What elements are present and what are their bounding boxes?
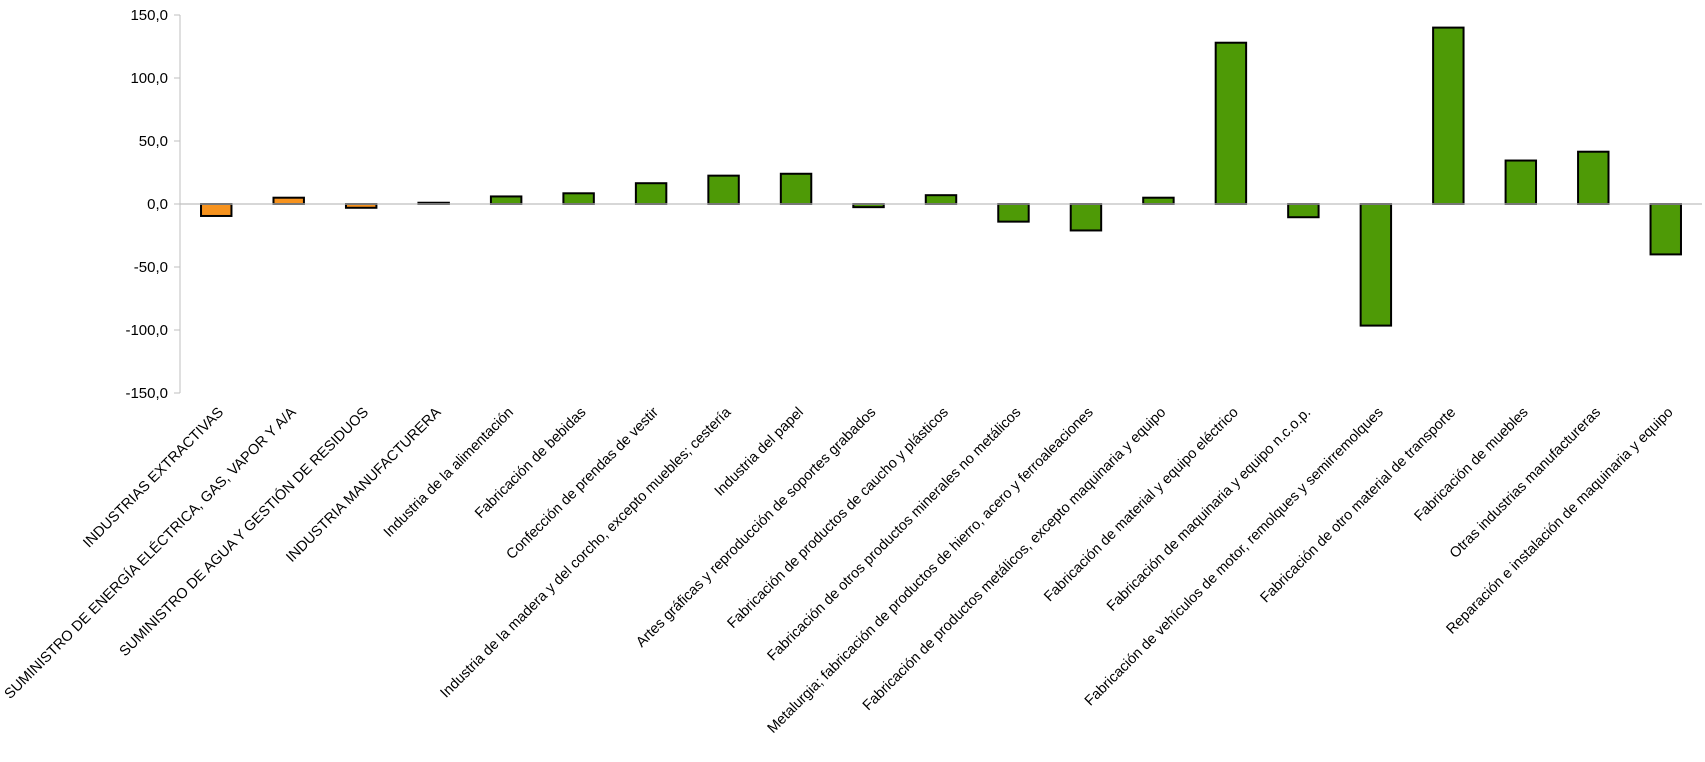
- bar: [707, 174, 740, 205]
- bar: [1142, 196, 1175, 205]
- bar: [634, 182, 668, 206]
- x-tick-label: INDUSTRIAS EXTRACTIVAS: [80, 405, 227, 552]
- bar: [1577, 150, 1610, 206]
- x-tick-label: SUMINISTRO DE ENERGÍA ELÉCTRICA, GAS, VA…: [1, 404, 300, 703]
- y-tick-label: 50,0: [139, 133, 168, 150]
- x-tick-label: Confección de prendas de vestir: [504, 404, 662, 562]
- bar: [200, 203, 233, 217]
- y-tick-label: 0,0: [147, 196, 168, 213]
- bar: [779, 172, 813, 205]
- bar: [1649, 203, 1682, 256]
- y-tick-label: -50,0: [134, 259, 168, 276]
- bar: [562, 192, 595, 205]
- x-tick-label: Industria de la alimentación: [381, 405, 517, 541]
- bar: [924, 194, 958, 205]
- y-tick-label: 150,0: [130, 7, 168, 24]
- bar: [997, 203, 1030, 223]
- bar: [1287, 203, 1320, 219]
- x-tick-label: Fabricación de otros productos minerales…: [765, 405, 1025, 665]
- x-tick-label: INDUSTRIA MANUFACTURERA: [283, 404, 444, 565]
- bar: [1069, 203, 1103, 232]
- x-tick-label: Metalurgia; fabricación de productos de …: [765, 405, 1097, 737]
- y-tick-label: -150,0: [125, 385, 168, 402]
- bar: [1504, 159, 1538, 205]
- bar: [272, 196, 305, 205]
- y-tick-label: -100,0: [125, 322, 168, 339]
- bar: [1214, 41, 1248, 205]
- bars: [200, 26, 1682, 327]
- x-tick-label: SUMINISTRO DE AGUA Y GESTIÓN DE RESIDUOS: [116, 404, 372, 660]
- bar: [1359, 203, 1393, 327]
- x-tick-label: Otras industrias manufactureras: [1447, 405, 1604, 562]
- axes: [179, 15, 1702, 393]
- bar: [1432, 26, 1465, 205]
- x-tick-label: Artes gráficas y reproducción de soporte…: [633, 405, 879, 651]
- y-axis-ticks: 150,0 100,0 50,0 0,0 -50,0 -100,0 -150,0: [125, 7, 180, 402]
- y-tick-label: 100,0: [130, 70, 168, 87]
- bar: [489, 195, 523, 206]
